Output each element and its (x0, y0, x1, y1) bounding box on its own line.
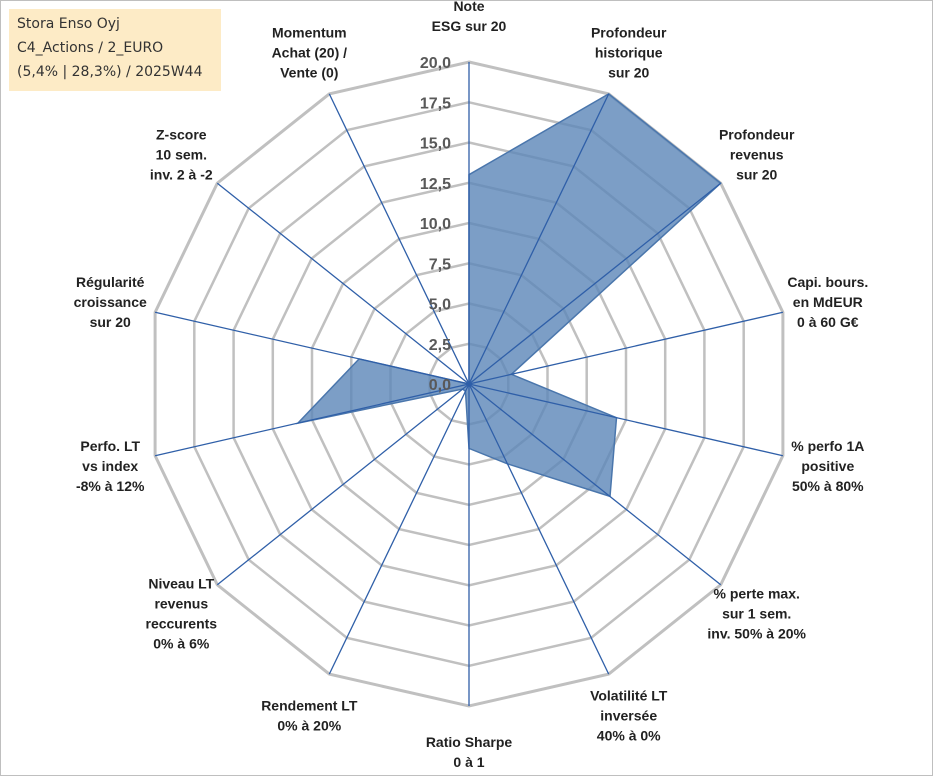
spoke-3 (468, 311, 784, 385)
spoke-13 (328, 93, 470, 385)
axis-label: Volatilité LT (590, 688, 668, 704)
axis-label: croissance (74, 294, 147, 310)
spoke-2 (468, 182, 722, 385)
axis-label: sur 1 sem. (722, 605, 791, 621)
radar-axis-labels: Note ESG sur 20 Profondeur historique sur 20… (74, 1, 869, 770)
axis-label: 0% à 6% (153, 635, 210, 651)
tick-label: 17,5 (420, 95, 451, 112)
axis-label-group-7: Ratio Sharpe 0 à 1 (426, 734, 513, 770)
axis-label: inv. 2 à -2 (150, 167, 213, 183)
axis-label: Achat (20) / (272, 44, 348, 60)
axis-label: en MdEUR (793, 294, 863, 310)
axis-label: 10 sem. (156, 147, 207, 163)
axis-label: positive (801, 458, 854, 474)
axis-label-group-4: % perfo 1A positive 50% à 80% (791, 438, 864, 494)
axis-label: Vente (0) (280, 64, 338, 80)
spoke-8 (328, 383, 470, 675)
spoke-12 (216, 182, 470, 385)
spoke-6 (468, 383, 610, 675)
axis-label-group-6: Volatilité LT inversée 40% à 0% (590, 688, 668, 744)
axis-label: % perte max. (714, 585, 800, 601)
spoke-10 (154, 383, 470, 457)
axis-label: Régularité (76, 274, 145, 290)
axis-label: historique (595, 44, 663, 60)
spoke-4 (468, 383, 784, 457)
axis-label: Capi. bours. (787, 274, 868, 290)
tick-label: 15,0 (420, 136, 451, 153)
company-name: Stora Enso Oyj (17, 16, 120, 32)
axis-label: sur 20 (608, 64, 649, 80)
spoke-9 (216, 383, 470, 586)
tick-label: 12,5 (420, 176, 451, 193)
axis-label: Niveau LT (148, 575, 214, 591)
axis-label: -8% à 12% (76, 478, 145, 494)
axis-label: Rendement LT (261, 698, 358, 714)
axis-label: inv. 50% à 20% (707, 625, 806, 641)
axis-label: Ratio Sharpe (426, 734, 513, 750)
axis-label: vs index (82, 458, 138, 474)
radar-tick-labels: 0,0 2,5 5,0 7,5 10,0 12,5 15,0 17,5 20,0 (420, 55, 451, 394)
tick-label: 10,0 (420, 216, 451, 233)
axis-label-group-11: Régularité croissance sur 20 (74, 274, 147, 330)
axis-label-group-2: Profondeur revenus sur 20 (719, 127, 795, 183)
axis-label: Note (453, 1, 484, 14)
axis-label-group-9: Niveau LT revenus reccurents 0% à 6% (146, 575, 218, 651)
axis-label: sur 20 (736, 167, 777, 183)
axis-label: 0 à 1 (453, 754, 484, 770)
axis-label: ESG sur 20 (432, 18, 507, 34)
title-box: Stora Enso Oyj C4_Actions / 2_EURO (5,4%… (9, 9, 221, 91)
axis-label-group-1: Profondeur historique sur 20 (591, 24, 667, 80)
axis-label-group-3: Capi. bours. en MdEUR 0 à 60 G€ (787, 274, 868, 330)
axis-label: 0 à 60 G€ (797, 314, 859, 330)
spoke-11 (154, 311, 470, 385)
portfolio-category: C4_Actions / 2_EURO (17, 40, 164, 56)
axis-label: Perfo. LT (80, 438, 140, 454)
axis-label-group-10: Perfo. LT vs index -8% à 12% (76, 438, 145, 494)
axis-label: Momentum (272, 24, 347, 40)
axis-label: 50% à 80% (792, 478, 864, 494)
spoke-1 (468, 93, 610, 385)
tick-label: 0,0 (429, 377, 451, 394)
axis-label: 0% à 20% (277, 718, 341, 734)
axis-label: Profondeur (719, 127, 795, 143)
axis-label: revenus (154, 595, 208, 611)
axis-label: 40% à 0% (597, 728, 661, 744)
tick-label: 7,5 (429, 256, 451, 273)
tick-label: 20,0 (420, 55, 451, 72)
axis-label: Profondeur (591, 24, 667, 40)
tick-label: 5,0 (429, 297, 451, 314)
axis-label: sur 20 (90, 314, 131, 330)
axis-label-group-13: Momentum Achat (20) / Vente (0) (272, 24, 348, 80)
axis-label: revenus (730, 147, 784, 163)
axis-label: % perfo 1A (791, 438, 864, 454)
axis-label-group-5: % perte max. sur 1 sem. inv. 50% à 20% (707, 585, 806, 641)
performance-week: (5,4% | 28,3%) / 2025W44 (17, 64, 203, 80)
axis-label-group-12: Z-score 10 sem. inv. 2 à -2 (150, 127, 213, 183)
series-area (295, 92, 722, 498)
axis-label-group-8: Rendement LT 0% à 20% (261, 698, 358, 734)
axis-label: reccurents (146, 615, 218, 631)
axis-label-group-0: Note ESG sur 20 (432, 1, 507, 34)
axis-label: inversée (600, 708, 657, 724)
radar-series (295, 92, 722, 498)
tick-label: 2,5 (429, 337, 451, 354)
spoke-5 (468, 383, 722, 586)
axis-label: Z-score (156, 127, 207, 143)
radar-spokes (154, 62, 784, 706)
